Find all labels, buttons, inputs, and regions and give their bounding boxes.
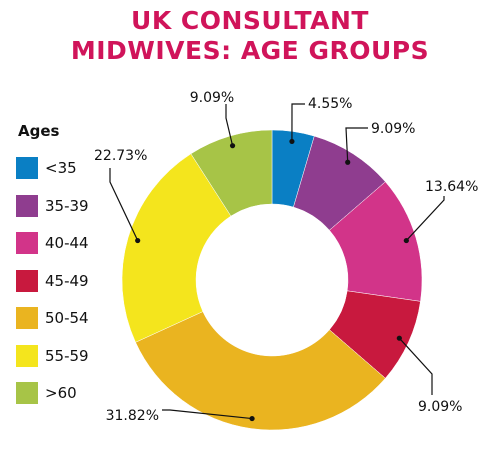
legend-label: <35	[45, 159, 77, 177]
leader-line-4	[398, 337, 433, 395]
data-labels: 4.55% 9.09% 13.64% 9.09% 31.82% 22.73% 9.09%	[94, 90, 478, 424]
legend-title: Ages	[18, 122, 60, 140]
legend-item: 55-59	[16, 344, 89, 367]
leader-line-2	[345, 127, 368, 163]
legend-label: 55-59	[45, 346, 89, 365]
legend-swatch	[16, 232, 38, 254]
data-label-3: 13.64%	[425, 179, 478, 195]
chart-title-line-1: UK CONSULTANT	[131, 6, 369, 35]
legend-item: 35-39	[16, 194, 89, 217]
chart-title-line-2: MIDWIVES: AGE GROUPS	[70, 36, 430, 65]
leader-line-3	[405, 196, 445, 241]
legend-swatch	[16, 307, 38, 329]
legend-label: 35-39	[45, 196, 89, 215]
data-label-4: 9.09%	[418, 399, 462, 415]
legend-label: 40-44	[45, 234, 89, 252]
legend-label: >60	[45, 384, 77, 402]
leader-line-1	[291, 103, 305, 142]
legend-swatch	[16, 344, 38, 367]
data-label-6: 22.73%	[94, 148, 147, 164]
chart-title: UK CONSULTANT MIDWIVES: AGE GROUPS	[0, 6, 500, 66]
legend-swatch	[16, 269, 38, 292]
legend-swatch	[16, 157, 38, 179]
legend-item: 40-44	[16, 232, 89, 254]
donut-slice-5	[135, 311, 386, 431]
legend-item: 50-54	[16, 307, 89, 329]
leader-line-7	[225, 104, 234, 146]
legend-label: 45-49	[45, 271, 89, 290]
donut-slice-6	[121, 153, 232, 343]
leader-dot-6	[135, 237, 141, 244]
legend-swatch	[16, 382, 38, 404]
legend-item: 45-49	[16, 269, 89, 292]
leader-dot-7	[229, 143, 236, 149]
leader-dot-2	[345, 159, 351, 165]
data-label-7: 9.09%	[190, 90, 234, 106]
leader-line-5	[162, 409, 253, 420]
leader-line-6	[109, 168, 139, 241]
leader-dot-4	[396, 335, 402, 341]
legend: <35 35-39 40-44 45-49 50-54 55-59 >60	[16, 157, 89, 420]
data-label-1: 4.55%	[308, 96, 352, 112]
leader-dot-5	[249, 415, 255, 422]
legend-item: >60	[16, 382, 89, 404]
legend-label: 50-54	[45, 309, 89, 327]
leader-dot-3	[403, 237, 409, 244]
leader-dot-1	[289, 138, 295, 145]
legend-item: <35	[16, 157, 89, 179]
donut-slices	[121, 129, 423, 431]
donut-slice-7	[190, 129, 273, 217]
legend-swatch	[16, 194, 38, 217]
data-label-2: 9.09%	[371, 121, 415, 137]
leader-lines	[109, 103, 445, 422]
data-label-5: 31.82%	[106, 408, 159, 424]
